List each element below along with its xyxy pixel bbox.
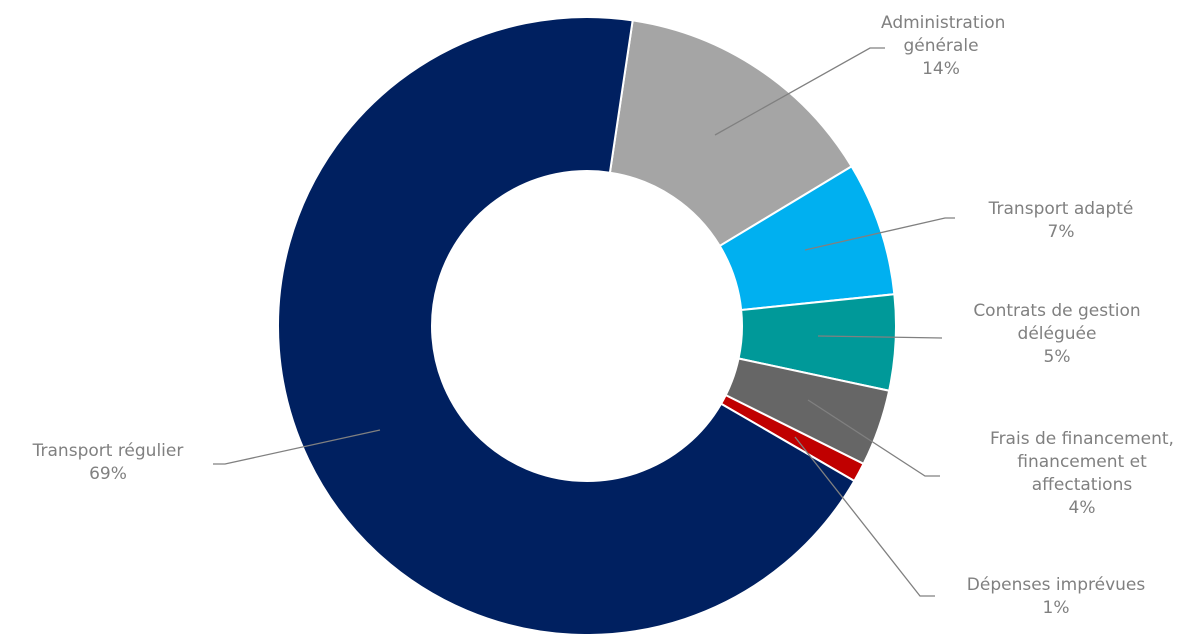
data-label: Administration générale 14% [841,12,1041,81]
value-label: 7% [1047,222,1075,242]
leader-line [817,335,943,339]
category-label: Administration générale [881,13,1006,56]
value-label: 5% [1043,347,1071,367]
value-label: 69% [89,464,127,484]
category-label: Dépenses imprévues [966,575,1146,595]
data-label: Frais de financement, financement et aff… [942,428,1202,520]
value-label: 1% [1042,598,1070,618]
category-label: Transport adapté [988,199,1134,219]
leader-line [213,429,381,465]
leader-line [714,47,885,136]
leader-line [807,399,940,477]
leader-line [794,436,935,597]
value-label: 4% [1068,498,1096,518]
category-label: Frais de financement, financement et aff… [990,429,1174,495]
category-label: Contrats de gestion déléguée [973,301,1141,344]
data-label: Contrats de gestion déléguée 5% [927,300,1187,369]
donut-slice [277,16,856,634]
category-label: Transport régulier [32,441,184,461]
donut-slice [608,19,853,248]
data-label: Transport régulier 69% [0,440,238,486]
data-label: Dépenses imprévues 1% [926,574,1186,620]
value-label: 14% [922,59,960,79]
data-label: Transport adapté 7% [931,198,1191,244]
leader-line [804,217,955,251]
